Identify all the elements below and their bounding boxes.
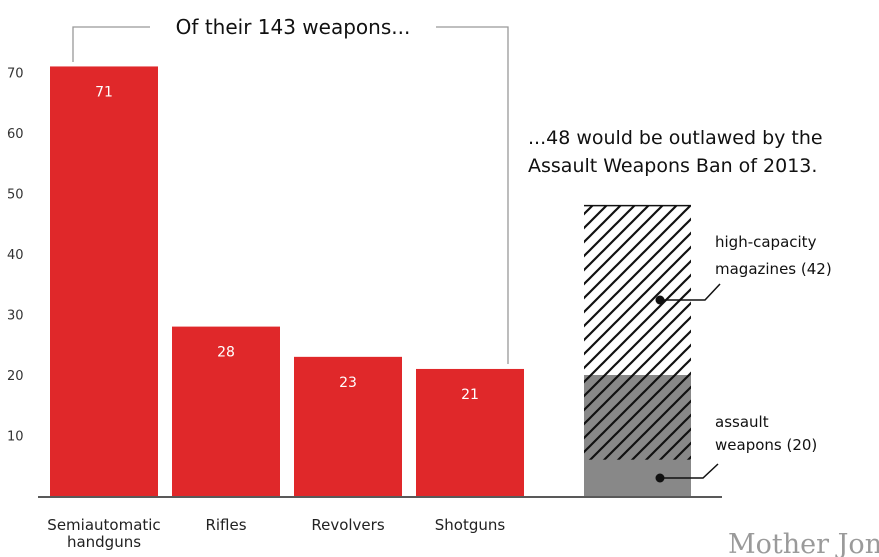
category-label: Semiautomatic [47, 516, 160, 534]
callout-label-high-capacity: high-capacity [715, 233, 817, 251]
bar-value-label: 71 [95, 84, 113, 100]
category-label: Shotguns [435, 516, 506, 534]
y-axis: 10 20 30 40 50 60 70 [7, 67, 24, 445]
y-tick-label: 30 [7, 309, 24, 324]
subset-title: Assault Weapons Ban of 2013. [528, 155, 817, 177]
y-tick-label: 50 [7, 188, 24, 203]
subset-title: ...48 would be outlawed by the [528, 127, 823, 149]
category-label: Revolvers [311, 516, 384, 534]
subset-panel: ...48 would be outlawed by the Assault We… [528, 127, 832, 496]
callout-label-high-capacity: magazines (42) [715, 260, 832, 278]
category-label: Rifles [205, 516, 246, 534]
bar-0 [50, 66, 158, 496]
y-tick-label: 70 [7, 67, 24, 82]
bar-value-label: 23 [339, 375, 357, 391]
bar-value-label: 28 [217, 345, 235, 361]
bracket-label: Of their 143 weapons... [176, 15, 411, 39]
callout-label-assault: assault [715, 413, 769, 431]
category-label: handguns [67, 533, 141, 551]
y-tick-label: 40 [7, 248, 24, 263]
y-tick-label: 60 [7, 127, 24, 142]
bar-value-label: 21 [461, 387, 479, 403]
y-tick-label: 20 [7, 369, 24, 384]
high-capacity-segment [584, 206, 691, 460]
callout-label-assault: weapons (20) [715, 436, 817, 454]
bars: 71 28 23 21 [50, 66, 524, 496]
brand-logo: Mother Jones [728, 529, 879, 557]
y-tick-label: 10 [7, 430, 24, 445]
